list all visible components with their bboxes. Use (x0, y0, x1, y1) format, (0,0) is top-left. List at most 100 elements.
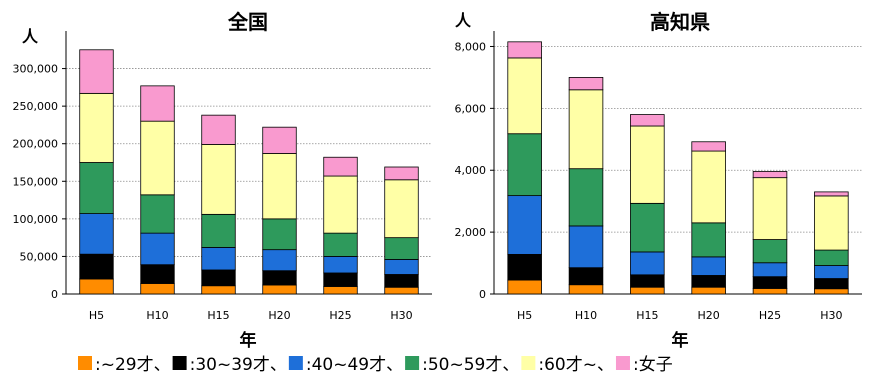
bar-segment-2 (262, 270, 297, 286)
bar-segment-6 (140, 85, 175, 122)
legend-label: :女子 (633, 355, 673, 375)
y-tick-label: 6,000 (455, 102, 487, 115)
x-tick-label: H5 (89, 309, 104, 322)
x-axis-label: 年 (240, 330, 257, 351)
x-tick-label: H15 (207, 309, 229, 322)
bar-segment-6 (752, 171, 788, 179)
bar-segment-3 (691, 256, 726, 276)
bar-segment-4 (630, 202, 665, 253)
y-tick-label: 0 (51, 288, 58, 301)
bar-segment-2 (323, 272, 358, 287)
bar-segment-1 (384, 286, 419, 295)
legend-label: :60才~、 (538, 355, 614, 375)
bar-segment-1 (630, 286, 665, 295)
bar-segment-4 (384, 237, 419, 260)
bar-segment-6 (630, 114, 665, 127)
y-tick-label: 300,000 (13, 63, 59, 76)
x-tick-label: H30 (820, 309, 842, 322)
bar-segment-5 (262, 153, 297, 220)
bar-segment-5 (201, 144, 236, 215)
bar-segment-1 (201, 285, 236, 295)
bar-segment-4 (79, 162, 114, 214)
bar-segment-5 (814, 195, 849, 251)
legend-swatch (521, 356, 536, 370)
bar-segment-6 (814, 191, 849, 197)
bar-segment-3 (507, 195, 542, 255)
x-tick-label: H20 (268, 309, 290, 322)
bar-segment-1 (568, 284, 604, 295)
y-tick-label: 100,000 (13, 213, 59, 226)
legend-swatch (288, 356, 303, 370)
x-axis-label: 年 (672, 330, 689, 351)
bar-segment-6 (323, 156, 358, 177)
x-tick-label: H10 (146, 309, 168, 322)
bar-segment-1 (752, 288, 788, 295)
bar-segment-4 (262, 218, 297, 251)
bar-segment-4 (752, 239, 788, 264)
y-tick-label: 8,000 (455, 40, 487, 53)
y-tick-label: 250,000 (13, 100, 59, 113)
bar-segment-4 (201, 213, 236, 248)
legend-swatch (615, 356, 630, 370)
bar-segment-3 (262, 249, 297, 272)
bar-segment-5 (568, 89, 604, 170)
bar-segment-2 (79, 253, 114, 280)
bar-segment-3 (752, 262, 788, 278)
bar-segment-4 (568, 168, 604, 227)
chart-title: 高知県 (650, 10, 710, 34)
bar-segment-1 (691, 286, 726, 295)
bar-segment-3 (630, 251, 665, 276)
bar-segment-3 (79, 213, 114, 255)
bar-segment-2 (752, 276, 788, 289)
bar-segment-2 (630, 274, 665, 288)
bar-segment-3 (384, 259, 419, 275)
bar-segment-4 (140, 194, 175, 234)
legend-swatch (405, 356, 420, 370)
bar-segment-5 (691, 150, 726, 224)
y-tick-label: 0 (479, 288, 486, 301)
bar-segment-5 (507, 57, 542, 135)
legend-label: :40~49才、 (306, 355, 403, 375)
y-tick-label: 2,000 (455, 226, 487, 239)
y-tick-label: 4,000 (455, 164, 487, 177)
bar-segment-3 (814, 265, 849, 279)
y-tick-label: 50,000 (20, 250, 59, 263)
y-axis-unit-label: 人 (22, 27, 39, 46)
bar-segment-5 (752, 177, 788, 240)
bar-segment-6 (201, 114, 236, 145)
bar-segment-5 (79, 92, 114, 163)
bar-segment-4 (323, 232, 358, 257)
bar-segment-3 (140, 232, 175, 266)
bar-segment-6 (79, 49, 114, 94)
bar-segment-2 (691, 275, 726, 288)
bar-segment-6 (568, 77, 604, 91)
y-axis-unit-label: 人 (455, 11, 472, 30)
bar-segment-5 (140, 120, 175, 196)
legend-label: :30~39才、 (190, 355, 287, 375)
bar-segment-2 (507, 253, 542, 281)
bar-segment-3 (201, 247, 236, 271)
bar-segment-4 (507, 133, 542, 197)
legend: :~29才、:30~39才、:40~49才、:50~59才、:60才~、:女子 (78, 355, 673, 375)
bar-segment-3 (323, 256, 358, 274)
y-tick-label: 150,000 (13, 175, 59, 188)
bar-segment-1 (507, 279, 542, 295)
bar-segment-1 (323, 286, 358, 295)
y-tick-label: 200,000 (13, 138, 59, 151)
x-tick-label: H25 (329, 309, 351, 322)
bar-segment-1 (262, 284, 297, 295)
x-tick-label: H30 (390, 309, 412, 322)
bar-segment-5 (384, 179, 419, 239)
bar-segment-4 (691, 222, 726, 258)
bar-segment-6 (384, 166, 419, 181)
legend-swatch (78, 356, 92, 370)
legend-swatch (172, 356, 187, 370)
legend-label: :~29才、 (95, 355, 171, 375)
bar-segment-2 (814, 278, 849, 290)
bar-segment-5 (323, 175, 358, 234)
x-tick-label: H5 (517, 309, 532, 322)
bar-segment-1 (79, 278, 114, 295)
bar-segment-6 (691, 141, 726, 152)
bar-segment-4 (814, 249, 849, 266)
